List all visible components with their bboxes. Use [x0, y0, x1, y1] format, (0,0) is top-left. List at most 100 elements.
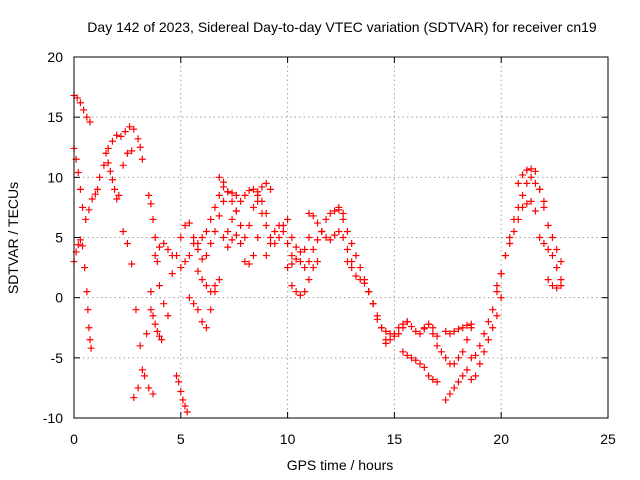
data-point — [140, 372, 148, 380]
data-point — [83, 288, 91, 296]
series-arc-g — [130, 240, 176, 402]
data-point — [356, 264, 364, 272]
data-point — [108, 176, 116, 184]
data-point — [292, 243, 300, 251]
data-point — [160, 240, 168, 248]
data-point — [296, 291, 304, 299]
data-point — [126, 123, 134, 131]
data-point — [207, 240, 215, 248]
x-tick-label: 20 — [493, 431, 509, 447]
data-point — [454, 354, 462, 362]
data-point — [143, 330, 151, 338]
data-point — [147, 288, 155, 296]
data-point — [531, 207, 539, 215]
data-point — [403, 318, 411, 326]
data-point — [390, 330, 398, 338]
data-point — [514, 215, 522, 223]
data-point — [309, 246, 317, 254]
data-point — [506, 234, 514, 241]
data-point — [407, 354, 415, 362]
data-point — [356, 276, 364, 284]
data-point — [147, 306, 155, 314]
x-tick-label: 5 — [177, 431, 185, 447]
data-point — [134, 384, 142, 392]
data-point — [145, 384, 153, 392]
data-point — [207, 288, 215, 296]
series-arc-ab — [420, 320, 475, 368]
data-point — [198, 276, 206, 284]
data-point — [292, 255, 300, 263]
data-point — [228, 236, 236, 244]
data-point — [151, 234, 159, 241]
data-point — [215, 191, 223, 199]
data-point — [339, 234, 347, 241]
data-point — [463, 321, 471, 329]
series-arc-aj — [544, 276, 565, 292]
series-arc-ae — [442, 320, 475, 338]
data-point — [318, 227, 326, 235]
data-point — [429, 330, 437, 338]
data-point — [301, 264, 309, 272]
chart-title: Day 142 of 2023, Sidereal Day-to-day VTE… — [87, 19, 597, 35]
data-point — [81, 264, 89, 272]
y-tick-label: 5 — [55, 230, 63, 246]
data-point — [177, 234, 185, 241]
data-point — [442, 327, 450, 335]
data-point — [523, 179, 531, 187]
data-point — [519, 203, 527, 211]
data-point — [245, 260, 253, 268]
data-point — [138, 366, 146, 374]
data-point — [343, 227, 351, 235]
data-point — [527, 165, 535, 173]
data-point — [267, 240, 275, 248]
data-point — [433, 378, 441, 386]
data-point — [194, 246, 202, 254]
data-point — [322, 234, 330, 241]
data-point — [84, 306, 92, 314]
data-point — [450, 327, 458, 335]
data-point — [237, 197, 245, 205]
series-arc-ah — [514, 165, 565, 266]
data-point — [510, 227, 518, 235]
data-point — [489, 306, 497, 314]
data-point — [232, 207, 240, 215]
data-point — [450, 360, 458, 368]
data-point — [399, 320, 407, 328]
series-arc-q — [224, 231, 262, 268]
series-arc-ad — [442, 294, 505, 404]
data-point — [254, 188, 262, 196]
series-arc-ag — [493, 197, 539, 290]
x-tick-label: 10 — [280, 431, 296, 447]
data-point — [147, 200, 155, 208]
data-point — [117, 132, 125, 140]
data-point — [185, 252, 193, 260]
data-point — [314, 258, 322, 266]
data-point — [73, 94, 81, 102]
series-arc-af — [467, 173, 548, 362]
series-arc-aa — [399, 348, 428, 371]
data-point — [339, 215, 347, 223]
data-point — [177, 264, 185, 272]
data-point — [284, 264, 292, 272]
data-point — [339, 209, 347, 217]
data-point — [407, 323, 415, 331]
data-point — [527, 173, 535, 181]
data-point — [288, 234, 296, 241]
data-point — [301, 246, 309, 254]
data-point — [123, 149, 131, 157]
data-point — [493, 312, 501, 320]
y-tick-label: 0 — [55, 290, 63, 306]
data-point — [190, 234, 198, 241]
data-point — [267, 234, 275, 241]
series-arc-m — [185, 288, 219, 332]
data-point — [149, 390, 157, 398]
data-point — [249, 185, 257, 193]
data-point — [119, 227, 127, 235]
data-point — [82, 215, 90, 223]
data-point — [136, 342, 144, 350]
data-point — [553, 284, 561, 292]
data-point — [557, 258, 565, 266]
data-point — [544, 246, 552, 254]
data-point — [446, 330, 454, 338]
data-point — [386, 336, 394, 344]
